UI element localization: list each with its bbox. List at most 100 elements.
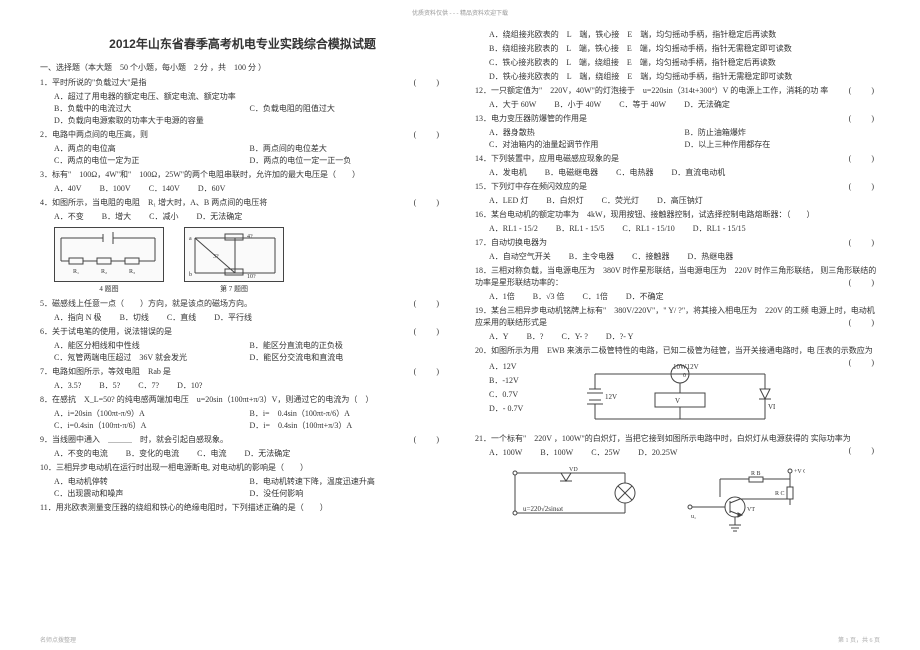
- fig20-vd: VD: [768, 403, 775, 411]
- answer-paren: ( ): [849, 277, 880, 289]
- fig4-r2: R₂: [101, 269, 107, 275]
- q20-text: 20．如图所示为用 EWB 来演示二极管特性的电路，已知二极管为硅管，当开关接通…: [475, 346, 873, 355]
- fig7-l1: 4?: [247, 234, 253, 240]
- answer-paren: ( ): [414, 366, 445, 378]
- exam-title: 2012年山东省春季高考机电专业实践综合模拟试题: [40, 35, 445, 52]
- question-20: 20．如图所示为用 EWB 来演示二极管特性的电路，已知二极管为硅管，当开关接通…: [475, 345, 880, 357]
- q4-text: 4．如图所示，当电阻的电阻 R₁ 增大时，A、B 两点间的电压将: [40, 198, 267, 207]
- question-11: 11．用兆欧表测量变压器的绕组和铁心的绝缘电阻时，下列描述正确的是（ ）: [40, 502, 445, 514]
- q3-opt-a: A．40V: [54, 183, 82, 195]
- left-column: 2012年山东省春季高考机电专业实践综合模拟试题 一、选择题（本大题 50 个小…: [40, 27, 445, 535]
- question-15: 15．下列灯中存在频闪效应的是( ): [475, 181, 880, 193]
- q5-opt-a: A．指向 N 极: [54, 312, 102, 324]
- q14-opt-d: D．直流电动机: [671, 167, 725, 179]
- fig21a-vd: VD: [569, 467, 578, 473]
- q21-opt-d: D．20.25W: [638, 447, 677, 459]
- q1-opt-a: A．超过了用电器的额定电压、额定电流、额定功率: [54, 91, 445, 103]
- q17-opt-a: A．自动空气开关: [489, 251, 551, 263]
- q16-opt-c: C．RL1 - 15/10: [622, 223, 674, 235]
- q2-options: A．两点的电位高B．两点间的电位差大 C．两点的电位一定为正D．两点的电位一定一…: [40, 143, 445, 167]
- answer-paren: ( ): [414, 298, 445, 310]
- circuit-7-svg: a b 4? 10? 3?: [185, 228, 283, 281]
- q5-opt-d: D．平行线: [214, 312, 252, 324]
- q16-options: A．RL1 - 15/2 B．RL1 - 15/5 C．RL1 - 15/10 …: [475, 223, 880, 235]
- q7-opt-d: D．10?: [177, 380, 202, 392]
- fig20-meter-v: V: [675, 397, 680, 405]
- circuit-20-svg: 10W12V V 12V VD 0: [575, 359, 775, 429]
- question-8: 8．在感抗 X_L=50? 的纯电感两端加电压 u=20sin（100πt+π/…: [40, 394, 445, 406]
- question-16: 16．某台电动机的额定功率为 4kW，现用按钮、接触器控制，试选择控制电路熔断器…: [475, 209, 880, 221]
- answer-paren: ( ): [414, 434, 445, 446]
- q18-opt-a: A．1倍: [489, 291, 515, 303]
- q6-text: 6．关于试电笔的使用，说法错误的是: [40, 327, 172, 336]
- q16-opt-d: D．RL1 - 15/15: [693, 223, 746, 235]
- q17-opt-b: B．主令电器: [569, 251, 614, 263]
- fig20-zero: 0: [683, 373, 686, 379]
- q19-opt-c: C．Y- ?: [561, 331, 587, 343]
- question-18: 18．三相对称负载，当电源电压为 380V 时作星形联结，当电源电压为 220V…: [475, 265, 880, 289]
- q19-opt-b: B．?: [527, 331, 544, 343]
- q21-options: A．100W B．100W C．25W D．20.25W: [475, 447, 849, 459]
- q2-opt-a: A．两点的电位高: [54, 143, 250, 155]
- fig7-l3: 3?: [213, 254, 219, 260]
- fig21b-rb: R B: [751, 471, 761, 477]
- question-14: 14．下列装置中，应用电磁感应现象的是 ( ): [475, 153, 880, 165]
- q13-opt-d: D．以上三种作用都存在: [685, 139, 881, 151]
- q19-text: 19．某台三相异步电动机铭牌上标有" 380V/220V"，" Y/ ?"，将其…: [475, 306, 875, 327]
- answer-paren: ( ): [849, 153, 880, 165]
- question-13: 13．电力变压器防爆管的作用是( ): [475, 113, 880, 125]
- question-19: 19．某台三相异步电动机铭牌上标有" 380V/220V"，" Y/ ?"，将其…: [475, 305, 880, 329]
- page-body: 2012年山东省春季高考机电专业实践综合模拟试题 一、选择题（本大题 50 个小…: [0, 17, 920, 545]
- q15-opt-d: D．高压钠灯: [657, 195, 703, 207]
- q20-opt-c: C．0.7V: [475, 389, 565, 401]
- q13-opt-b: B．防止油箱爆炸: [685, 127, 881, 139]
- q5-opt-b: B．切线: [120, 312, 149, 324]
- figure-21-row: VD u=220√2sinωt: [505, 463, 880, 535]
- q18-text: 18．三相对称负载，当电源电压为 380V 时作星形联结，当电源电压为 220V…: [475, 266, 876, 287]
- q16-opt-b: B．RL1 - 15/5: [556, 223, 604, 235]
- q13-text: 13．电力变压器防爆管的作用是: [475, 114, 587, 123]
- q5-opt-c: C．直线: [167, 312, 196, 324]
- q19-opt-a: A．Y: [489, 331, 509, 343]
- q17-options: A．自动空气开关 B．主令电器 C．接触器 D．热继电器: [475, 251, 880, 263]
- q12-opt-a: A．大于 60W: [489, 99, 536, 111]
- q13-opt-a: A．器身散热: [489, 127, 685, 139]
- q12-opt-b: B．小于 40W: [554, 99, 601, 111]
- q13-options: A．器身散热B．防止油箱爆炸 C．对油箱内的油量起调节作用D．以上三种作用都存在: [475, 127, 880, 151]
- q9-opt-c: C．电流: [197, 448, 226, 460]
- answer-paren: ( ): [414, 77, 445, 89]
- question-1: 1．平时所说的"负载过大"是指( ): [40, 77, 445, 89]
- q1-opt-d: D．负载向电源索取的功率大于电源的容量: [54, 115, 445, 127]
- q18-opt-c: C．1倍: [583, 291, 608, 303]
- q17-opt-c: C．接触器: [632, 251, 669, 263]
- q6-opt-a: A．能区分相线和中性线: [54, 340, 250, 352]
- q20-row: A．12V B．-12V C．0.7V D．- 0.7V: [475, 359, 849, 431]
- circuit-4-svg: R₁ R₂ R₃: [55, 228, 163, 281]
- answer-paren: ( ): [414, 197, 445, 209]
- answer-paren: ( ): [849, 317, 880, 329]
- q7-opt-c: C．7?: [138, 380, 159, 392]
- question-12: 12．一只额定值为" 220V，40W"的灯泡接于 u=220sin（314t+…: [475, 85, 880, 97]
- fig21b-vt: VT: [747, 507, 755, 513]
- q9-opt-b: B．变化的电流: [126, 448, 179, 460]
- figure-21a-circuit: VD u=220√2sinωt: [505, 463, 645, 535]
- q12-options: A．大于 60W B．小于 40W C．等于 40W D．无法确定: [475, 99, 880, 111]
- q3-opt-b: B．100V: [100, 183, 131, 195]
- q10-opt-d: D．没任何影响: [250, 488, 446, 500]
- q9-opt-d: D．无法确定: [244, 448, 290, 460]
- q18-opt-d: D．不确定: [626, 291, 664, 303]
- q20-opt-a: A．12V: [475, 361, 565, 373]
- q9-opt-a: A．不变的电流: [54, 448, 108, 460]
- q2-opt-b: B．两点间的电位差大: [250, 143, 446, 155]
- header-watermark: 优质资料仅供 - - - 精品资料欢迎下载: [0, 0, 920, 17]
- q12-opt-c: C．等于 40W: [619, 99, 666, 111]
- q11-opt-d: D．铁心接兆欧表的 L 端，绕组接 E 端，均匀摇动手柄，指针无需稳定即可读数: [475, 71, 880, 83]
- q2-opt-d: D．两点的电位一定一正一负: [250, 155, 446, 167]
- q14-text: 14．下列装置中，应用电磁感应现象的是: [475, 154, 619, 163]
- figure-21b-circuit: +V CC R B R C VT u₁: [675, 463, 805, 535]
- fig7-b: b: [189, 272, 192, 278]
- q8-opt-b: B．i= 0.4sin（100πt-π/6）A: [250, 408, 446, 420]
- question-6: 6．关于试电笔的使用，说法错误的是 ( ): [40, 326, 445, 338]
- answer-paren: ( ): [414, 326, 445, 338]
- fig20-volt-label: 10W12V: [673, 363, 699, 371]
